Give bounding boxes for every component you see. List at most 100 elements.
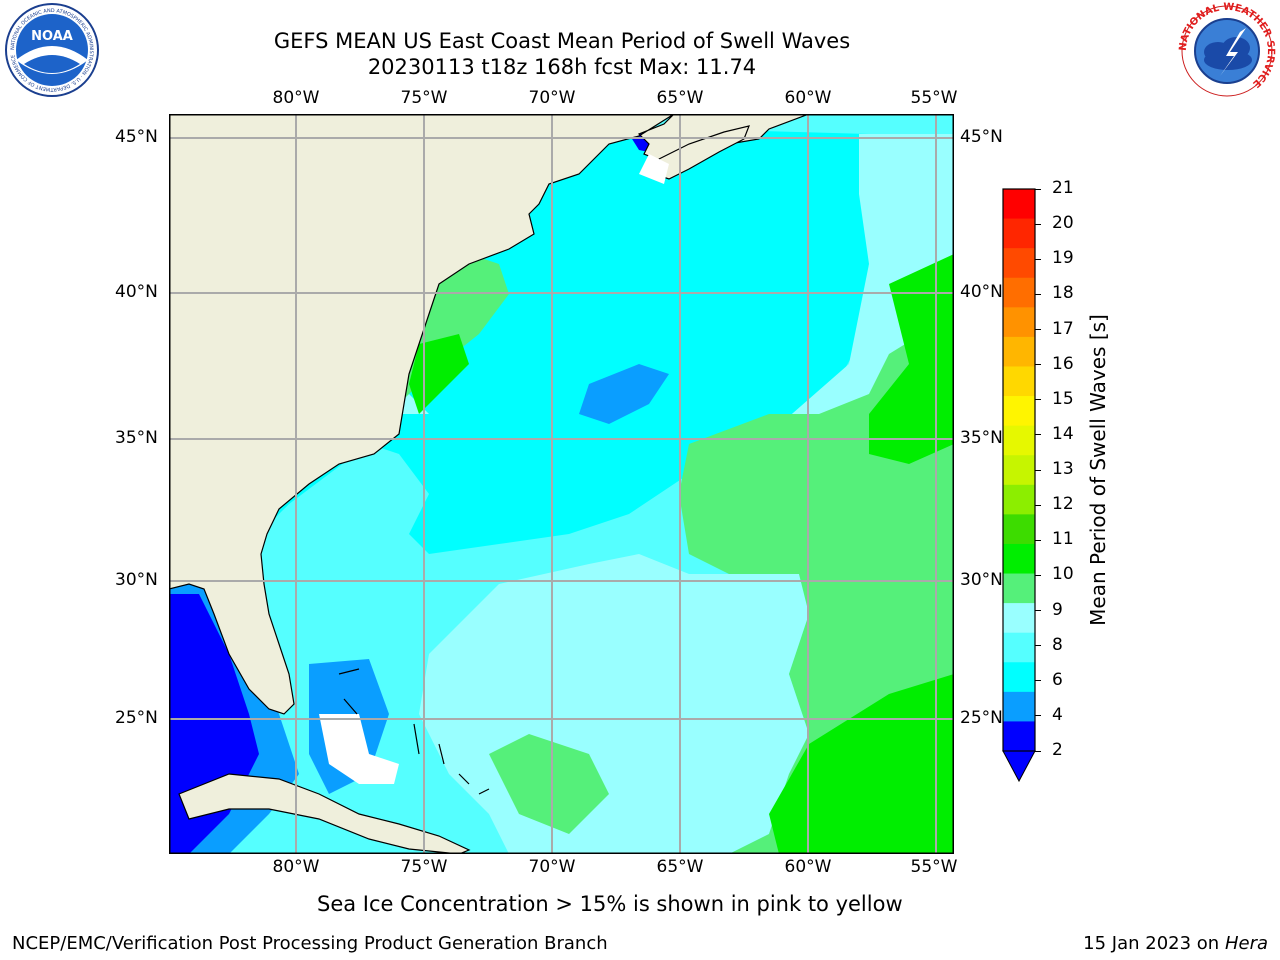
- lat-label-right-30n: 30°N: [960, 570, 1003, 590]
- colorbar-tick-mark: [1035, 329, 1041, 330]
- colorbar-segment: [1003, 632, 1035, 663]
- colorbar-tick-label: 8: [1052, 634, 1063, 655]
- colorbar-tick-mark: [1035, 434, 1041, 436]
- colorbar-segment: [1003, 218, 1035, 249]
- lat-label-left-35n: 35°N: [115, 428, 158, 448]
- sea-ice-note: Sea Ice Concentration > 15% is shown in …: [317, 892, 903, 916]
- colorbar-segment: [1003, 721, 1035, 752]
- colorbar: [1002, 188, 1036, 783]
- field-lightgreen-sargasso: [489, 734, 609, 834]
- footer-date: 15 Jan 2023 on Hera: [1083, 933, 1268, 954]
- colorbar-tick-mark: [1035, 574, 1041, 576]
- colorbar-tick-mark: [1035, 645, 1041, 647]
- colorbar-tick-label: 18: [1052, 283, 1074, 304]
- colorbar-segment: [1003, 248, 1035, 279]
- colorbar-segment: [1003, 366, 1035, 397]
- footer-machine: Hera: [1224, 933, 1268, 954]
- colorbar-segment: [1003, 514, 1035, 545]
- colorbar-tick-label: 21: [1052, 178, 1074, 198]
- colorbar-tick-label: 10: [1052, 564, 1074, 585]
- colorbar-tick-label: 11: [1052, 529, 1074, 550]
- lon-label-top-70w: 70°W: [528, 88, 576, 108]
- lat-label-left-30n: 30°N: [115, 570, 158, 590]
- lon-label-top-65w: 65°W: [656, 88, 704, 108]
- lon-label-bottom-70w: 70°W: [528, 857, 576, 877]
- colorbar-tick-mark: [1035, 399, 1041, 401]
- colorbar-segment: [1003, 396, 1035, 427]
- colorbar-segment: [1003, 484, 1035, 515]
- colorbar-tick-mark: [1035, 293, 1041, 295]
- land-cuba: [178, 773, 471, 854]
- colorbar-tick-mark: [1035, 750, 1041, 752]
- colorbar-tick-label: 9: [1052, 599, 1063, 620]
- colorbar-segment: [1003, 336, 1035, 367]
- colorbar-tick-label: 12: [1052, 494, 1074, 515]
- lon-label-top-55w: 55°W: [910, 88, 958, 108]
- colorbar-tick-mark: [1035, 258, 1041, 260]
- map-frame: [169, 114, 954, 854]
- colorbar-tick-label: 14: [1052, 423, 1074, 444]
- chart-subtitle: 20230113 t18z 168h fcst Max: 11.74: [367, 55, 757, 79]
- lon-label-bottom-75w: 75°W: [400, 857, 448, 877]
- swell-period-map: [169, 114, 954, 854]
- colorbar-tick-mark: [1035, 364, 1041, 366]
- colorbar-tick-label: 2: [1052, 740, 1063, 760]
- colorbar-tick-mark: [1035, 188, 1041, 190]
- noaa-logo: NOAA NATIONAL OCEANIC AND ATMOSPHERIC AD…: [5, 3, 99, 97]
- lon-label-top-80w: 80°W: [272, 88, 320, 108]
- colorbar-tick-label: 6: [1052, 669, 1063, 690]
- colorbar-segment: [1003, 189, 1035, 220]
- colorbar-segment: [1003, 603, 1035, 634]
- lon-label-top-75w: 75°W: [400, 88, 448, 108]
- colorbar-tick-mark: [1035, 715, 1041, 717]
- lon-label-bottom-80w: 80°W: [272, 857, 320, 877]
- colorbar-tick-mark: [1035, 504, 1041, 506]
- colorbar-tick-label: 17: [1052, 318, 1074, 339]
- lon-label-bottom-55w: 55°W: [910, 857, 958, 877]
- colorbar-segment: [1003, 662, 1035, 693]
- colorbar-label: Mean Period of Swell Waves [s]: [1086, 314, 1110, 626]
- noaa-logo-text: NOAA: [31, 29, 73, 44]
- nws-logo: NATIONAL WEATHER SERVICE: [1178, 2, 1276, 97]
- colorbar-tick-mark: [1035, 539, 1041, 541]
- lat-label-left-45n: 45°N: [115, 127, 158, 147]
- lon-label-top-60w: 60°W: [784, 88, 832, 108]
- lon-label-bottom-65w: 65°W: [656, 857, 704, 877]
- colorbar-segment: [1003, 307, 1035, 338]
- field-nodata-bahamas: [319, 714, 399, 784]
- footer-credit: NCEP/EMC/Verification Post Processing Pr…: [12, 933, 608, 954]
- lat-label-right-40n: 40°N: [960, 282, 1003, 302]
- colorbar-tick-label: 20: [1052, 213, 1074, 234]
- graticule: [169, 114, 954, 854]
- colorbar-segments: [1003, 189, 1035, 752]
- field-nodata-fundy: [639, 154, 669, 184]
- colorbar-extend-arrow: [1002, 750, 1036, 783]
- colorbar-tick-label: 4: [1052, 704, 1063, 725]
- colorbar-segment: [1003, 455, 1035, 486]
- colorbar-segment: [1003, 425, 1035, 456]
- colorbar-segment: [1003, 573, 1035, 604]
- lon-label-bottom-60w: 60°W: [784, 857, 832, 877]
- colorbar-tick-mark: [1035, 223, 1041, 225]
- field-green-northeast: [869, 254, 954, 464]
- footer-date-text: 15 Jan 2023 on: [1083, 933, 1220, 954]
- field-cyan-region: [229, 124, 929, 554]
- colorbar-tick-mark: [1035, 610, 1041, 611]
- lat-label-right-35n: 35°N: [960, 428, 1003, 448]
- colorbar-segment: [1003, 543, 1035, 575]
- colorbar-segment: [1003, 277, 1035, 308]
- colorbar-tick-mark: [1035, 680, 1041, 682]
- lat-label-left-40n: 40°N: [115, 282, 158, 302]
- colorbar-tick-label: 13: [1052, 459, 1074, 479]
- colorbar-tick-label: 16: [1052, 353, 1074, 374]
- colorbar-segment: [1003, 691, 1035, 722]
- lat-label-right-25n: 25°N: [960, 708, 1003, 728]
- colorbar-tick-label: 19: [1052, 248, 1074, 269]
- field-blue-gulfstream: [579, 364, 669, 424]
- chart-title: GEFS MEAN US East Coast Mean Period of S…: [273, 29, 851, 53]
- lat-label-left-25n: 25°N: [115, 708, 158, 728]
- bahamas-islands: [338, 668, 490, 795]
- lat-label-right-45n: 45°N: [960, 127, 1003, 147]
- colorbar-tick-mark: [1035, 469, 1041, 471]
- colorbar-tick-label: 15: [1052, 388, 1074, 409]
